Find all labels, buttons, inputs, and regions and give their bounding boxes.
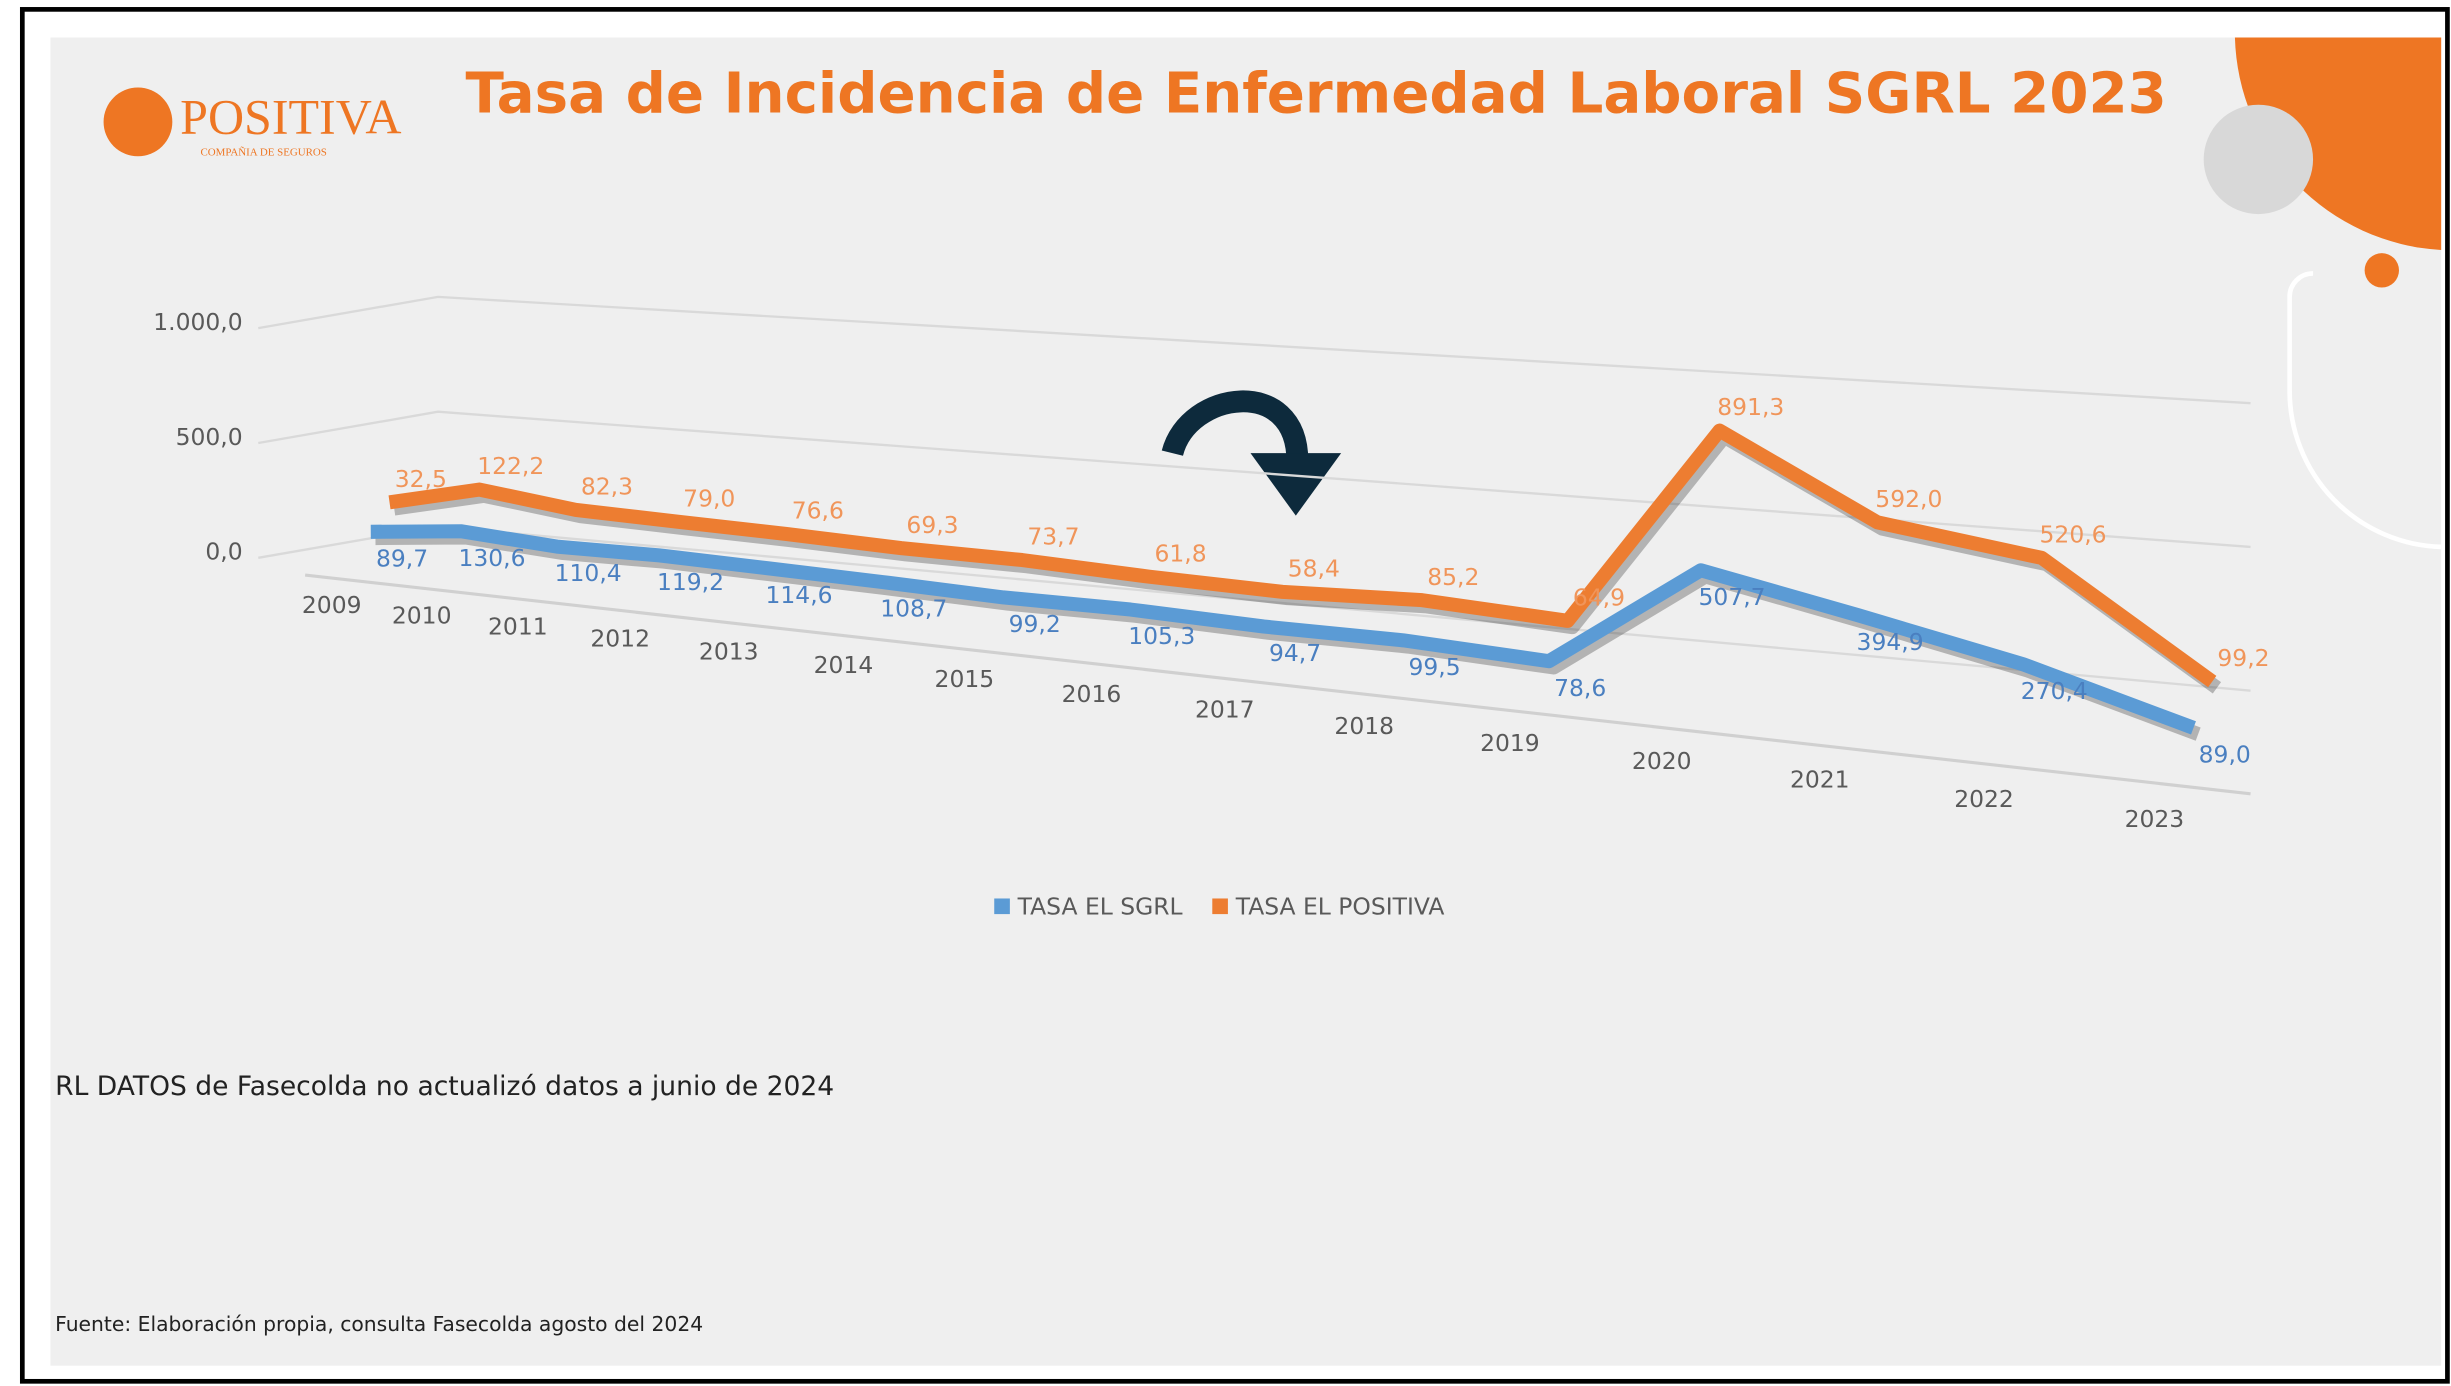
logo-name: POSITIVA — [180, 88, 401, 144]
x-tick-label: 2012 — [590, 625, 650, 653]
x-tick-label: 2014 — [814, 651, 874, 679]
x-tick-label: 2022 — [1954, 785, 2014, 813]
x-tick-label: 2010 — [392, 601, 452, 629]
data-label: 76,6 — [792, 497, 844, 525]
x-tick-label: 2023 — [2125, 805, 2185, 833]
data-label: 58,4 — [1288, 554, 1340, 582]
data-label: 32,5 — [395, 465, 447, 493]
data-label: 507,7 — [1699, 583, 1766, 611]
y-tick-label: 0,0 — [205, 538, 242, 566]
data-label: 82,3 — [581, 473, 633, 501]
slide: POSITIVA COMPAÑIA DE SEGUROS Tasa de Inc… — [0, 0, 2451, 1386]
data-label: 114,6 — [766, 581, 833, 609]
data-label: 891,3 — [1717, 393, 1784, 421]
data-label: 94,7 — [1269, 639, 1321, 667]
data-label: 270,4 — [2021, 677, 2088, 705]
data-label: 520,6 — [2040, 521, 2107, 549]
legend-label: TASA EL SGRL — [1017, 892, 1183, 920]
data-label: 99,2 — [1009, 610, 1061, 638]
note: RL DATOS de Fasecolda no actualizó datos… — [55, 1071, 834, 1102]
x-tick-label: 2017 — [1195, 696, 1255, 724]
x-tick-label: 2018 — [1334, 712, 1394, 740]
data-label: 78,6 — [1554, 674, 1606, 702]
data-label: 64,9 — [1573, 584, 1625, 612]
x-tick-label: 2009 — [302, 591, 362, 619]
data-label: 73,7 — [1027, 523, 1079, 551]
y-tick-label: 1.000,0 — [153, 308, 242, 336]
x-tick-label: 2011 — [488, 613, 548, 641]
data-label: 122,2 — [477, 452, 544, 480]
logo-mark — [104, 88, 173, 157]
data-label: 79,0 — [683, 484, 735, 512]
data-label: 110,4 — [555, 559, 622, 587]
data-label: 89,0 — [2199, 741, 2251, 769]
legend-swatch — [1212, 898, 1228, 914]
data-label: 108,7 — [880, 595, 947, 623]
decor-sphere — [2204, 105, 2313, 214]
data-label: 130,6 — [458, 544, 525, 572]
data-label: 99,5 — [1408, 653, 1460, 681]
decor-dot — [2365, 253, 2399, 287]
data-label: 69,3 — [906, 511, 958, 539]
legend-swatch — [994, 898, 1010, 914]
chart-title: Tasa de Incidencia de Enfermedad Laboral… — [466, 62, 2167, 127]
y-tick-label: 500,0 — [176, 423, 243, 451]
data-label: 89,7 — [376, 544, 428, 572]
x-tick-label: 2016 — [1062, 680, 1122, 708]
data-label: 85,2 — [1427, 563, 1479, 591]
x-tick-label: 2020 — [1632, 747, 1692, 775]
x-tick-label: 2013 — [699, 637, 759, 665]
legend-label: TASA EL POSITIVA — [1235, 892, 1445, 920]
data-label: 592,0 — [1875, 485, 1942, 513]
logo-tagline: COMPAÑIA DE SEGUROS — [200, 147, 326, 159]
source: Fuente: Elaboración propia, consulta Fas… — [55, 1312, 703, 1336]
x-tick-label: 2019 — [1480, 729, 1540, 757]
data-label: 119,2 — [657, 568, 724, 596]
x-tick-label: 2021 — [1790, 766, 1850, 794]
x-tick-label: 2015 — [935, 665, 995, 693]
data-label: 394,9 — [1857, 628, 1924, 656]
data-label: 105,3 — [1128, 622, 1195, 650]
data-label: 99,2 — [2217, 644, 2269, 672]
data-label: 61,8 — [1154, 539, 1206, 567]
